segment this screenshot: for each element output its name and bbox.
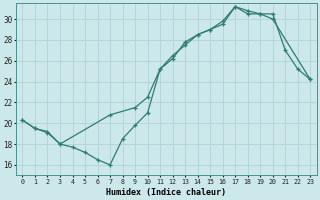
X-axis label: Humidex (Indice chaleur): Humidex (Indice chaleur) [106, 188, 226, 197]
